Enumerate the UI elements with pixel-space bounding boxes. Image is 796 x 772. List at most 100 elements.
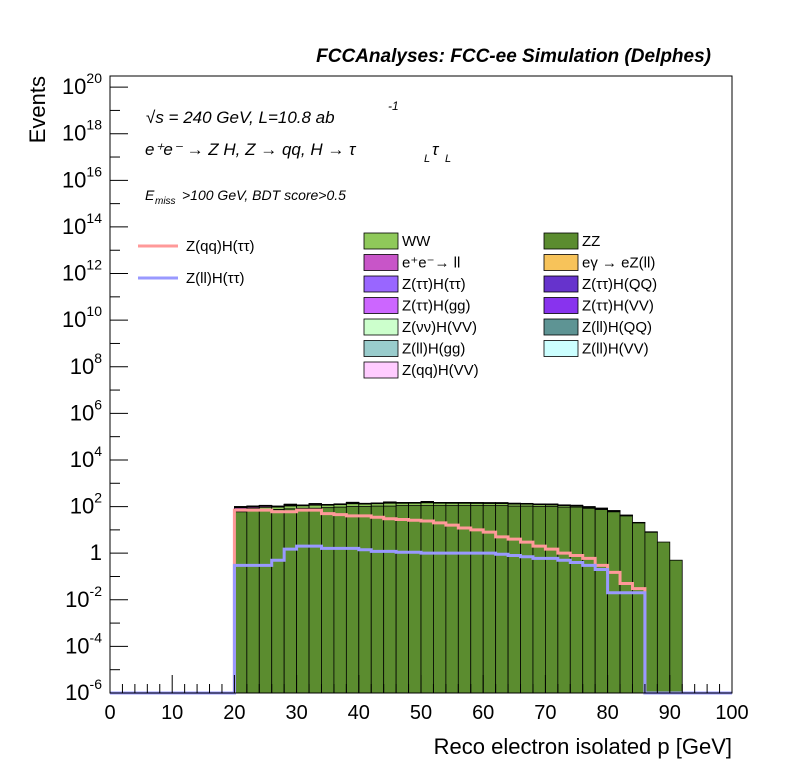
bar (545, 506, 559, 694)
legend-label: Z(ll)H(gg) (402, 341, 465, 358)
cut-subscript: miss (155, 196, 176, 207)
bar (258, 504, 273, 507)
bar (258, 509, 273, 694)
y-tick-label: 1016 (62, 163, 102, 192)
x-tick-label: 30 (285, 702, 307, 724)
series-Z(ll)H(gg) (271, 501, 509, 508)
y-tick-label: 106 (70, 396, 102, 425)
bar (370, 505, 385, 694)
legend-label: Z(ll)H(ττ) (186, 270, 245, 287)
x-tick-label: 80 (596, 702, 618, 724)
y-tick-label: 108 (70, 350, 102, 379)
legend-swatch (363, 297, 399, 314)
y-tick-label: 1 (90, 540, 102, 565)
x-tick-label: 10 (161, 702, 183, 724)
legend-label: Z(ττ)H(VV) (582, 298, 654, 315)
bar (296, 507, 310, 694)
bar (408, 505, 422, 694)
bar (582, 506, 596, 508)
bar (345, 506, 360, 694)
legend-entry: ZZ (543, 232, 600, 250)
bar (246, 505, 260, 507)
annotation-process: e⁺e⁻ → Z H, Z → qq, H → τ L τ L (145, 140, 451, 165)
bar (345, 501, 360, 504)
bar (457, 505, 472, 694)
legend-swatch (543, 340, 579, 357)
legend-swatch (363, 318, 399, 336)
process-subscript-1: L (424, 153, 430, 165)
bar (632, 521, 646, 524)
legend-entry: e⁺e⁻→ ll (363, 254, 460, 272)
legend-entry: Z(ll)H(ττ) (138, 270, 245, 287)
energy-superscript: -1 (388, 99, 399, 113)
bar (283, 503, 298, 506)
stacked-histogram (233, 501, 683, 694)
bar (470, 502, 484, 504)
y-tick-label: 102 (70, 490, 102, 519)
bar (271, 509, 285, 694)
bar (296, 504, 310, 506)
bar (644, 531, 658, 694)
bar (233, 511, 248, 694)
bar (569, 504, 584, 507)
bar (520, 505, 534, 694)
bar (656, 541, 671, 694)
bar (557, 506, 571, 694)
legend-label: Z(qq)H(VV) (402, 362, 479, 379)
bar (420, 501, 434, 503)
y-axis: 10-6 10-4 10-2 1 102 104 106 108 1010 1012 1014 101… (62, 70, 128, 705)
bar (370, 502, 385, 504)
x-tick-label: 20 (223, 702, 245, 724)
bar (457, 502, 472, 504)
y-tick-label: 1010 (62, 303, 102, 332)
bar (607, 511, 621, 694)
y-tick-label: 1020 (62, 70, 102, 99)
legend-entry: Z(ll)H(gg) (363, 340, 465, 358)
bar (482, 505, 497, 694)
bar (495, 505, 509, 694)
y-tick-label: 10-4 (65, 629, 102, 658)
bar (308, 507, 322, 694)
legend-entry: Z(qq)H(ττ) (138, 238, 255, 255)
series-ZZ (233, 505, 683, 694)
bar (532, 503, 546, 505)
x-tick-label: 100 (715, 702, 748, 724)
bar (308, 504, 322, 509)
bar (271, 505, 285, 508)
bar (395, 502, 409, 504)
bar (482, 502, 497, 504)
legend-label: WW (402, 233, 431, 250)
bar (569, 506, 584, 694)
bar (632, 522, 646, 694)
bar (420, 505, 434, 694)
legend-entry: Z(ττ)H(QQ) (543, 275, 657, 293)
line-Z(ll)H(ττ) (110, 544, 732, 695)
legend-swatch (543, 297, 579, 314)
bar (433, 502, 447, 504)
legend-swatch (363, 275, 399, 293)
bar (607, 510, 621, 512)
x-axis: 0 10 20 30 40 50 60 70 80 90 100 (104, 675, 749, 724)
x-tick-label: 60 (472, 702, 494, 724)
bar (495, 502, 509, 504)
cut-rest: >100 GeV, BDT score>0.5 (182, 187, 346, 203)
process-subscript-2: L (445, 153, 451, 165)
x-tick-label: 0 (104, 702, 115, 724)
bar (520, 502, 534, 505)
legend-swatch (543, 275, 579, 293)
legend-swatch (543, 254, 579, 271)
process-tau-2: τ (432, 140, 440, 159)
legend-label: Z(ττ)H(gg) (402, 298, 471, 315)
legend-entry: Z(ττ)H(ττ) (363, 275, 466, 293)
legend-entry: WW (363, 232, 431, 250)
bar (619, 514, 633, 516)
bar (507, 502, 521, 505)
bar (321, 503, 335, 506)
bar (333, 506, 347, 694)
bar (594, 507, 608, 510)
annotation-energy: √s = 240 GeV, L=10.8 ab -1 (146, 99, 399, 127)
bar (470, 505, 484, 694)
legend-label: Z(qq)H(ττ) (186, 238, 255, 255)
y-tick-label: 10-6 (65, 676, 102, 705)
